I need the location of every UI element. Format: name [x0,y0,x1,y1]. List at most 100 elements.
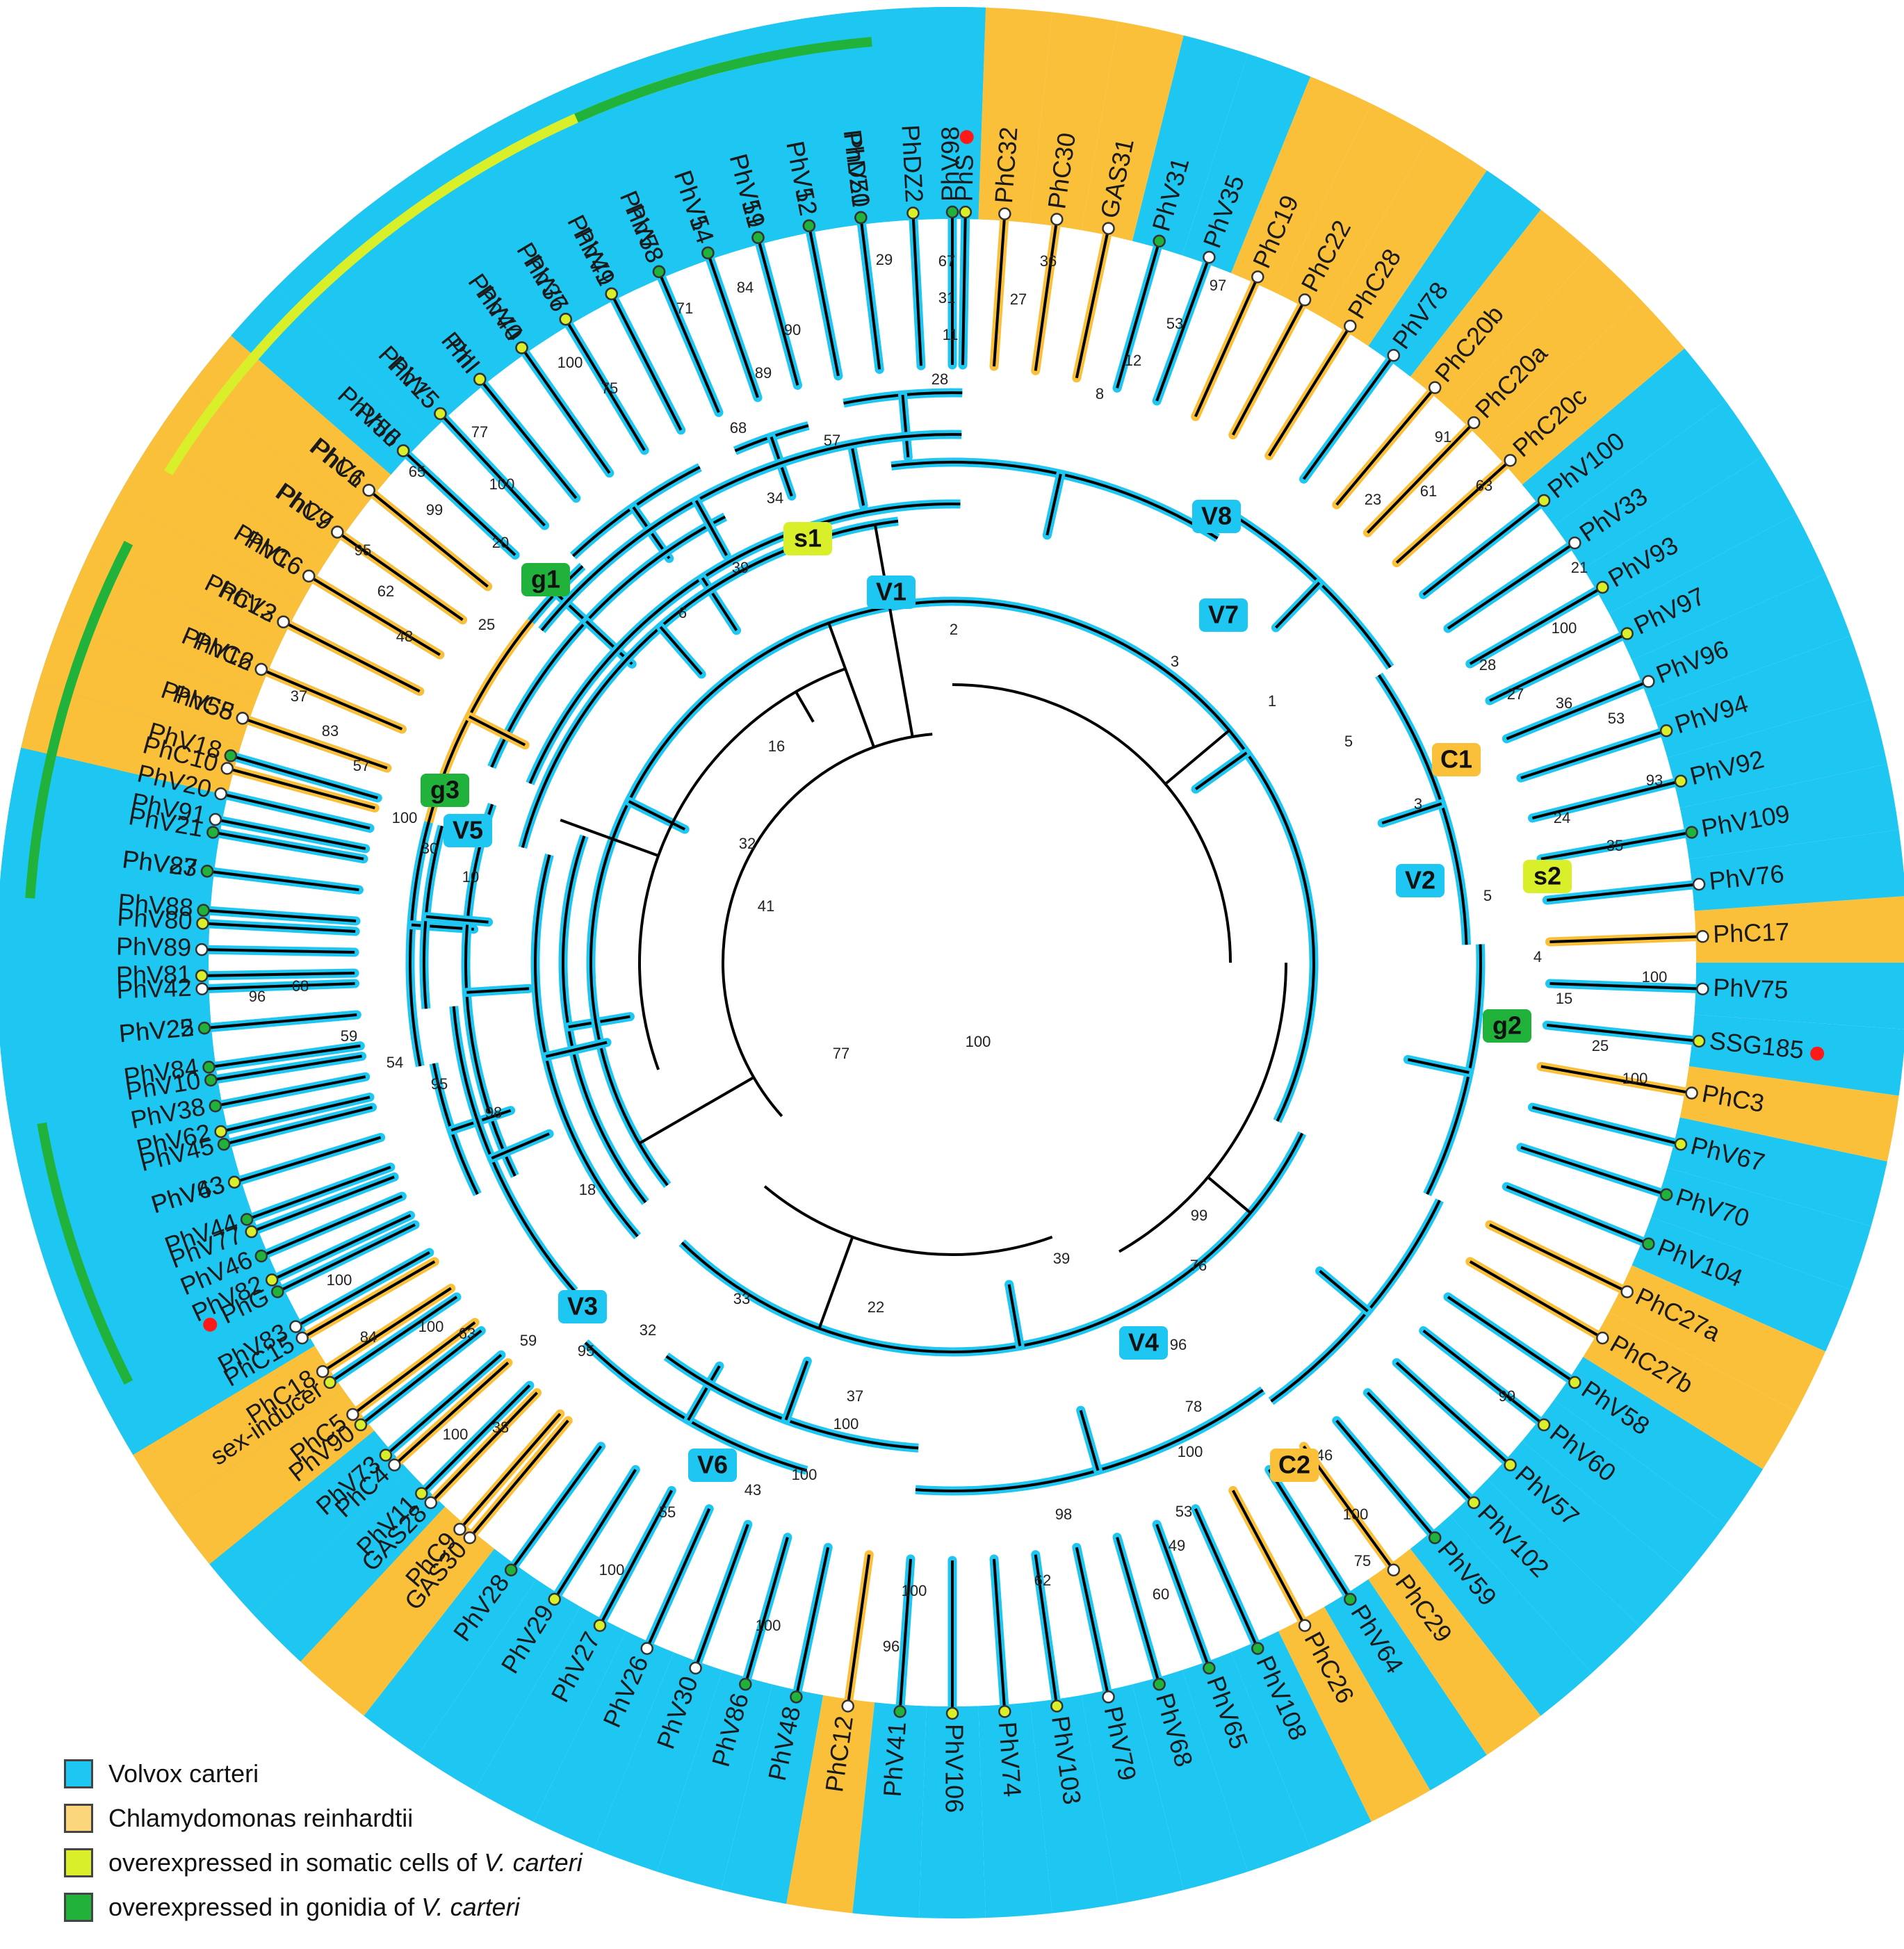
leaf-marker [1102,222,1115,235]
clade-label-box [1523,860,1572,893]
clade-label: s1 [794,524,822,553]
branch [873,524,914,737]
leaf-marker [1692,1034,1706,1048]
leaf-marker [1685,826,1698,839]
bootstrap-value: 33 [733,1290,750,1307]
leaf-label: PhV98 [936,127,965,202]
bootstrap-value: 100 [756,1617,781,1634]
clade-label: V3 [567,1292,598,1321]
branch [846,1554,871,1706]
bootstrap-value: 67 [938,252,955,270]
bootstrap-value: 39 [1053,1250,1070,1267]
bootstrap-value: 31 [938,289,955,307]
leaf-marker [271,1285,284,1298]
branch [1268,325,1352,457]
branch [301,1260,436,1339]
volvox-band [474,1606,626,1822]
volvox-band [29,1155,250,1274]
leaf-marker [1298,1619,1312,1632]
bootstrap-value: 98 [1055,1506,1072,1523]
branch [202,982,355,990]
chlamydomonas-band [1609,1265,1826,1412]
branch [491,1132,550,1160]
leaf-label: PhS [950,154,979,202]
volvox-band [1368,170,1541,377]
branch [234,1136,382,1184]
leaf-marker [751,231,765,245]
chlamydomonas-band [169,1389,375,1565]
branch [658,271,720,414]
branch [628,800,686,831]
branch [203,908,357,923]
leaf-marker [1387,1563,1401,1576]
bootstrap-value: 27 [1010,291,1027,308]
branch [795,1547,830,1697]
branch [209,1044,361,1069]
branch [251,1175,395,1233]
branch [1335,1419,1436,1539]
leaf-label: PhV22 [117,1013,195,1047]
leaf-marker [245,1225,258,1239]
branch [1194,1508,1260,1649]
volvox-band [894,6,986,220]
branch [1395,1361,1511,1467]
somatic-bar [240,220,399,372]
branch [1469,586,1604,665]
volvox-band [489,96,638,313]
volvox-band [1230,1631,1372,1849]
leaf-marker [945,205,959,219]
leaf-marker [197,1021,211,1035]
volvox-band [1522,348,1726,526]
bootstrap-value: 1 [1268,692,1276,710]
bootstrap-value: 99 [1499,1387,1515,1405]
leaf-label: PhC32 [989,126,1023,204]
volvox-band [1651,635,1871,758]
legend-item-chlamydomonas: Chlamydomonas reinhardtii [64,1796,583,1841]
bootstrap-value: 100 [558,354,583,371]
bootstrap-value: 35 [1606,837,1623,854]
bootstrap-value: 89 [755,364,772,382]
bootstrap-value: 78 [1185,1398,1202,1415]
leaf-marker [202,1061,215,1074]
branch [242,717,388,769]
leaf-label: PhV89 [116,932,192,962]
bootstrap-value: 37 [291,687,307,705]
leaf-marker [998,207,1011,220]
volvox-band [1632,1216,1851,1352]
leaf-marker [227,1175,241,1189]
clade-label: V4 [1128,1328,1159,1357]
volvox-band [8,747,228,847]
branch [469,1419,569,1539]
leaf-marker [209,813,222,826]
leaf-marker [559,313,573,326]
bootstrap-value: 62 [1034,1572,1051,1589]
volvox-band [48,1205,268,1337]
branch [220,792,371,830]
leaf-marker [906,206,920,220]
branch [638,667,846,1070]
branch [859,217,881,370]
leaf-marker [204,1073,218,1087]
branch [282,620,421,693]
bootstrap-value: 100 [966,1033,991,1050]
volvox-band [253,1469,446,1662]
bootstrap-value: 39 [732,559,749,576]
branch [295,1251,430,1328]
leaf-marker [214,787,227,801]
bootstrap-value: 77 [471,423,488,441]
bootstrap-value: 100 [1622,1070,1648,1087]
branch [478,378,578,499]
bootstrap-value: 83 [322,722,339,740]
leaf-marker [415,1487,428,1500]
bootstrap-value: 20 [492,534,509,551]
volvox-band [209,1430,409,1615]
bootstrap-value: 57 [353,757,370,774]
branch [1075,228,1110,379]
bootstrap-value: 84 [737,279,754,296]
leaf-marker [473,373,487,386]
branch [1531,779,1682,819]
clade-label-box [688,1449,737,1482]
leaf-marker [354,1418,368,1432]
branch [430,1392,539,1504]
branch [1118,962,1287,1253]
